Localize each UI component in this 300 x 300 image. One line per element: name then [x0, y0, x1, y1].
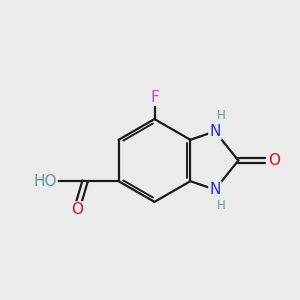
Text: O: O — [268, 153, 280, 168]
Text: F: F — [150, 90, 159, 105]
Text: HO: HO — [33, 174, 56, 189]
Text: H: H — [217, 109, 226, 122]
Text: O: O — [70, 202, 83, 217]
Text: N: N — [209, 124, 220, 139]
Text: N: N — [209, 182, 220, 197]
Text: H: H — [217, 199, 226, 212]
